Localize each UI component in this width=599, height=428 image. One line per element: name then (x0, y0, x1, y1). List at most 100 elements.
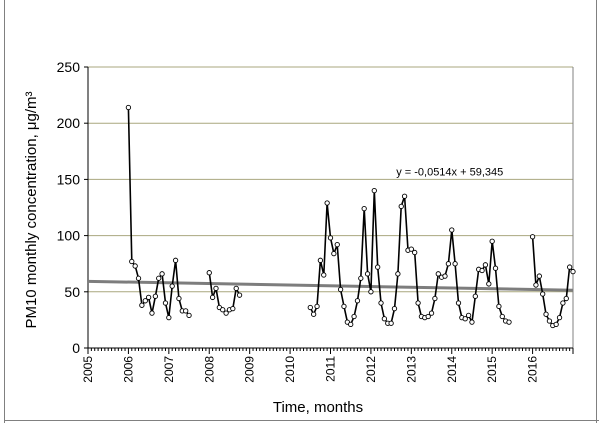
data-point (445, 261, 452, 267)
data-point (354, 298, 361, 304)
data-point (465, 312, 472, 319)
data-point (166, 315, 172, 321)
data-point (310, 311, 317, 317)
data-point (378, 300, 384, 306)
data-point (348, 321, 354, 328)
data-point (391, 306, 398, 312)
y-tick-50: 50 (64, 284, 80, 300)
data-point (209, 294, 216, 301)
data-point (368, 289, 374, 295)
data-point (351, 313, 357, 320)
data-point (162, 300, 169, 306)
data-point (499, 313, 505, 320)
data-point (230, 306, 236, 312)
data-point (529, 234, 536, 240)
data-point (563, 295, 569, 302)
data-point (536, 273, 542, 279)
data-point (129, 258, 135, 265)
data-point (546, 318, 553, 324)
data-point (469, 319, 475, 325)
data-point (236, 292, 243, 298)
data-point (449, 227, 455, 233)
y-tick-labels: 0 50 100 150 200 250 (57, 59, 81, 356)
data-point (156, 275, 162, 281)
y-tick-250: 250 (57, 59, 81, 75)
y-tick-100: 100 (57, 228, 81, 244)
x-tick-2011: 2011 (324, 356, 338, 382)
data-point (233, 285, 239, 292)
data-point (327, 235, 334, 241)
data-point (570, 268, 576, 275)
data-point (486, 281, 492, 287)
data-point (223, 310, 229, 316)
x-tick-2016: 2016 (526, 356, 540, 383)
data-point (560, 300, 566, 306)
data-point (540, 291, 546, 297)
y-tick-200: 200 (57, 115, 81, 131)
data-point (556, 315, 563, 321)
data-point (381, 316, 388, 322)
data-point (324, 200, 330, 206)
data-point (479, 267, 485, 274)
data-point (364, 271, 371, 277)
data-point (186, 312, 192, 319)
data-point (371, 187, 377, 194)
series-line-segment-1 (127, 107, 190, 319)
data-point (472, 293, 478, 299)
trend-line (87, 279, 574, 292)
data-point (183, 308, 189, 314)
data-point (331, 250, 337, 257)
data-point (375, 264, 381, 270)
data-point (533, 282, 539, 288)
data-point (152, 293, 159, 299)
data-point (135, 275, 142, 281)
data-point (435, 271, 441, 277)
data-point (314, 303, 320, 310)
data-point (169, 283, 175, 289)
grid-lines (88, 66, 573, 293)
data-point (408, 246, 414, 252)
data-point (482, 262, 489, 268)
y-tick-0: 0 (72, 340, 80, 356)
y-tick-150: 150 (57, 171, 81, 187)
data-point (442, 273, 448, 279)
y-axis-title: PM10 monthly concentration, μg/m³ (23, 91, 40, 328)
data-point (361, 205, 367, 212)
data-point (142, 298, 148, 304)
data-point (452, 261, 458, 267)
data-point (455, 300, 462, 306)
trend-equation: y = -0,0514x + 59,345 (396, 166, 503, 178)
series-line-segment-4 (531, 236, 574, 327)
data-point (206, 270, 212, 276)
data-point (412, 249, 418, 256)
data-point (489, 238, 495, 244)
data-point (145, 294, 152, 301)
data-point (213, 285, 219, 292)
data-point (159, 271, 165, 277)
series-line-segment-3 (309, 189, 510, 326)
x-tick-2007: 2007 (162, 356, 176, 383)
x-tick-2010: 2010 (283, 356, 297, 383)
series-line-segment-2 (208, 272, 241, 315)
data-point (307, 304, 313, 311)
x-tick-labels: 2005 2006 2007 2008 2009 2010 2011 2012 2013 2014… (81, 356, 540, 383)
x-tick-2005: 2005 (81, 356, 95, 383)
data-point (317, 257, 324, 263)
data-point (496, 303, 502, 310)
data-point (566, 264, 573, 270)
data-point (132, 263, 138, 269)
trend-line-group (87, 279, 574, 292)
data-point (506, 319, 512, 325)
data-point (432, 295, 438, 302)
axes (84, 66, 574, 354)
pm10-series (125, 104, 576, 329)
data-point (125, 104, 132, 111)
data-point (220, 307, 226, 313)
data-point (428, 310, 435, 316)
data-point (334, 241, 340, 248)
data-point (337, 286, 344, 293)
x-tick-2014: 2014 (445, 356, 459, 383)
x-tick-2009: 2009 (243, 356, 257, 383)
